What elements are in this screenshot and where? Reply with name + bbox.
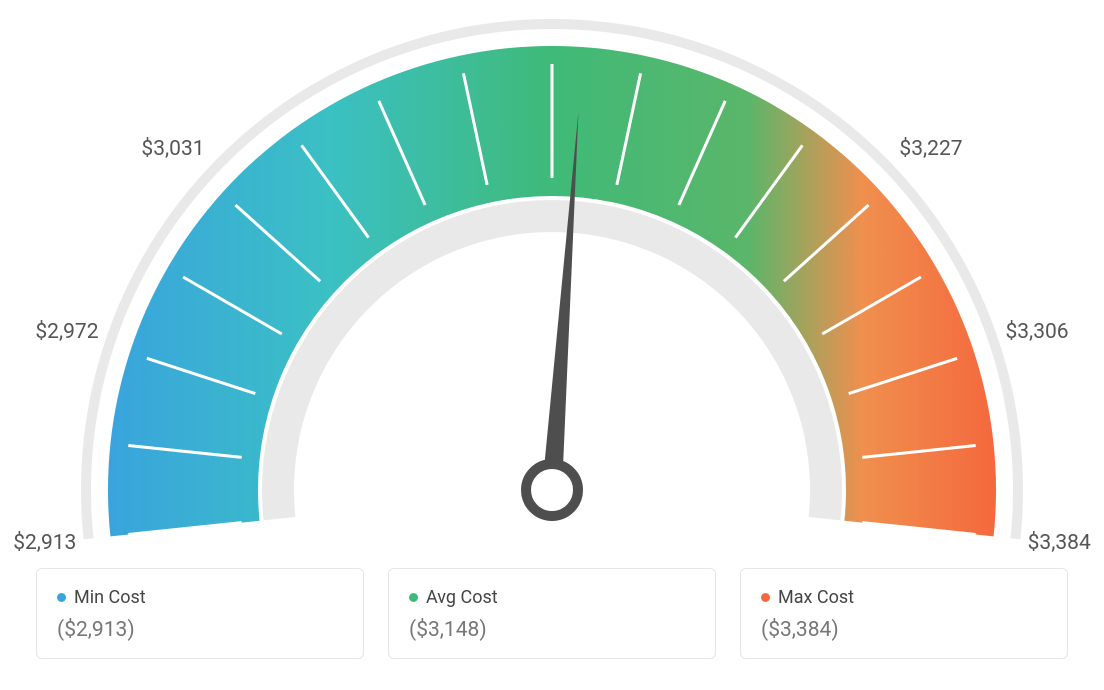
avg-cost-dot-icon [409, 593, 418, 602]
avg-cost-title: Avg Cost [409, 587, 695, 608]
gauge-svg [0, 0, 1104, 560]
avg-cost-card: Avg Cost ($3,148) [388, 568, 716, 659]
gauge-tick-label: $2,913 [13, 531, 76, 555]
gauge-chart: $2,913$2,972$3,031$3,148$3,227$3,306$3,3… [0, 0, 1104, 560]
avg-cost-value: ($3,148) [409, 618, 695, 642]
min-cost-value: ($2,913) [57, 618, 343, 642]
gauge-tick-label: $2,972 [35, 320, 98, 344]
max-cost-value: ($3,384) [761, 618, 1047, 642]
summary-cards-row: Min Cost ($2,913) Avg Cost ($3,148) Max … [0, 568, 1104, 659]
min-cost-card: Min Cost ($2,913) [36, 568, 364, 659]
gauge-tick-label: $3,306 [1005, 320, 1068, 344]
max-cost-title: Max Cost [761, 587, 1047, 608]
avg-cost-label: Avg Cost [426, 587, 498, 608]
max-cost-card: Max Cost ($3,384) [740, 568, 1068, 659]
min-cost-dot-icon [57, 593, 66, 602]
gauge-tick-label: $3,384 [1028, 531, 1091, 555]
min-cost-title: Min Cost [57, 587, 343, 608]
max-cost-label: Max Cost [778, 587, 854, 608]
max-cost-dot-icon [761, 593, 770, 602]
gauge-tick-label: $3,227 [899, 137, 962, 161]
gauge-tick-label: $3,031 [141, 137, 204, 161]
min-cost-label: Min Cost [74, 587, 146, 608]
